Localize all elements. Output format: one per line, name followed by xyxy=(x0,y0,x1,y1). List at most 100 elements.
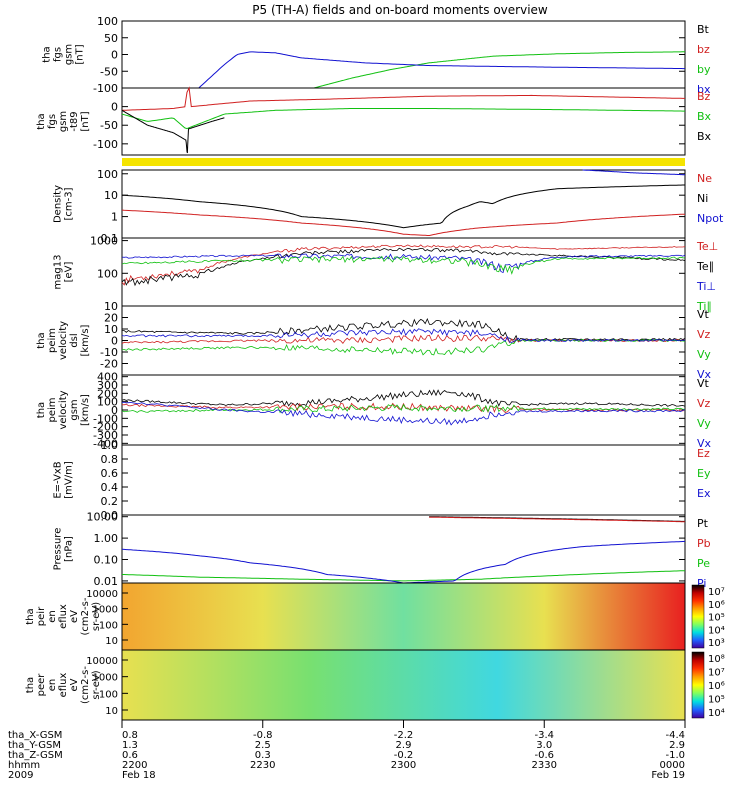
ephemeris-value: 2200 xyxy=(122,760,147,771)
y-axis-label: E=-VxB xyxy=(53,461,64,498)
panel-2: 0 -50 -100 Bz Bx Bx tha fgs gsm -t89 [nT] xyxy=(36,86,712,156)
ephemeris-value: 2330 xyxy=(532,760,557,771)
legend-entry: Ne xyxy=(697,172,712,185)
y-axis-label: sr-eV) xyxy=(91,602,102,631)
y-tick-label: 100 xyxy=(99,620,118,631)
y-tick-label: 10 xyxy=(104,323,118,336)
legend-entry: Ti⊥ xyxy=(696,280,716,293)
colorbar-tick-label: 10³ xyxy=(708,638,725,649)
y-axis-label: velocity xyxy=(58,321,69,360)
legend-entry: Pt xyxy=(697,517,709,530)
y-axis-label: dsl xyxy=(69,333,80,347)
y-axis-label: (cm2-s- xyxy=(80,597,91,635)
colorbar-tick-label: 10⁷ xyxy=(708,668,725,679)
panel-9: 10.00 1.00 0.10 0.01 Pt Pb Pe Pi Pressure [nPa] xyxy=(53,511,711,590)
series-line-Vx xyxy=(122,401,686,426)
y-tick-label: 10000 xyxy=(86,589,118,600)
y-tick-label: 0.4 xyxy=(101,481,119,494)
y-tick-label: 300 xyxy=(97,379,118,392)
y-tick-label: -100 xyxy=(93,138,118,151)
series-line-Vt xyxy=(121,389,686,407)
legend-entry: Te⊥ xyxy=(696,240,718,253)
y-axis-label: (cm2-s- xyxy=(80,666,91,704)
panel-11: 10⁸ 10⁷ 10⁶ 10⁵ 10⁴ 10000 1000 100 10 tha peer en ef… xyxy=(25,649,725,721)
panel-8: 1.00.80.60.40.20.0 Ez Ey Ex E=-VxB [mV/m] xyxy=(53,439,711,522)
colorbar-tick-label: 10⁶ xyxy=(708,600,725,611)
y-tick-label: 100 xyxy=(97,168,118,181)
ephemeris-value: 0.6 xyxy=(122,750,138,761)
legend-entry: Vt xyxy=(697,377,710,390)
legend-entry: Vz xyxy=(697,397,711,410)
y-tick-label: 200 xyxy=(97,387,118,400)
y-axis-label: eflux xyxy=(58,604,69,629)
y-tick-label: 10 xyxy=(105,706,118,717)
series-line-Te∥ xyxy=(121,247,686,287)
legend-entry: Bx xyxy=(697,110,712,123)
panel-5: 1000 100 10 Te⊥ Te∥ Ti⊥ Ti∥ mag13 [eV] xyxy=(53,235,719,313)
y-tick-label: -20 xyxy=(100,358,118,371)
panel-4: 100 10 1 0.1 Ne Ni Npot Density [cm-3] xyxy=(53,168,724,245)
y-axis-label: gsm xyxy=(58,111,69,132)
legend-entry: Bt xyxy=(697,23,710,36)
series-line-Vz xyxy=(121,402,686,414)
series-line-Vt xyxy=(122,317,686,343)
colorbar xyxy=(691,651,705,719)
series-line-Bx xyxy=(121,109,225,154)
y-axis-label: peim xyxy=(47,328,58,353)
y-tick-label: 0.8 xyxy=(101,453,119,466)
y-axis-label: peir xyxy=(36,606,47,626)
y-tick-label: -100 xyxy=(93,412,118,425)
spectrogram-1 xyxy=(122,583,685,650)
legend-entry: Pi xyxy=(697,577,706,590)
ephemeris-value: -0.2 xyxy=(394,750,414,761)
ephemeris-value: 3.0 xyxy=(536,740,552,751)
ephemeris-value: 2.9 xyxy=(396,740,412,751)
y-axis-label: [cm-3] xyxy=(64,187,75,220)
y-axis-label: Density xyxy=(53,185,64,223)
ephemeris-label: tha_X-GSM xyxy=(8,730,62,741)
ephemeris-value: 2.5 xyxy=(255,740,271,751)
y-tick-label: 0 xyxy=(111,49,118,62)
y-tick-label: 100 xyxy=(97,396,118,409)
series-line-Ti⊥ xyxy=(121,253,686,274)
legend-entry: Ey xyxy=(697,467,711,480)
y-axis-label: mag13 xyxy=(53,255,64,290)
series-line-bx xyxy=(198,51,685,89)
ephemeris-value: 0.8 xyxy=(122,730,138,741)
colorbar xyxy=(691,584,705,649)
ephemeris-value: 2230 xyxy=(250,760,275,771)
y-tick-label: 1000 xyxy=(93,673,118,684)
y-tick-label: 10.00 xyxy=(87,511,119,524)
y-axis-label: tha xyxy=(36,113,47,129)
y-axis-label: tha xyxy=(42,46,53,62)
legend-entry: Vx xyxy=(697,368,712,381)
y-tick-label: 10 xyxy=(104,300,118,313)
y-tick-label: 1000 xyxy=(93,605,118,616)
y-axis-label: [mV/m] xyxy=(64,461,75,499)
y-axis-label: [nPa] xyxy=(64,536,75,562)
y-tick-label: -50 xyxy=(100,65,118,78)
legend-entry: Pe xyxy=(697,557,710,570)
legend-entry: Bx xyxy=(697,130,712,143)
legend-entry: Vy xyxy=(697,348,711,361)
y-tick-label: 1 xyxy=(111,211,118,224)
legend-entry: Vy xyxy=(697,417,711,430)
legend-entry: Ex xyxy=(697,487,711,500)
series-line-Ti∥ xyxy=(121,255,686,275)
ephemeris-value: -0.6 xyxy=(534,750,554,761)
end-date: Feb 19 xyxy=(651,770,685,781)
ephemeris-value: 2.9 xyxy=(669,740,685,751)
y-tick-label: 0.10 xyxy=(94,554,119,567)
y-tick-label: -400 xyxy=(93,437,118,450)
ephemeris-value: -3.4 xyxy=(534,730,554,741)
y-axis-label: [km/s] xyxy=(80,394,91,426)
colorbar-tick-label: 10⁴ xyxy=(708,625,725,636)
y-axis-label: -t89 xyxy=(69,111,80,131)
flag-band xyxy=(122,158,685,166)
y-tick-label: 1.00 xyxy=(94,532,119,545)
